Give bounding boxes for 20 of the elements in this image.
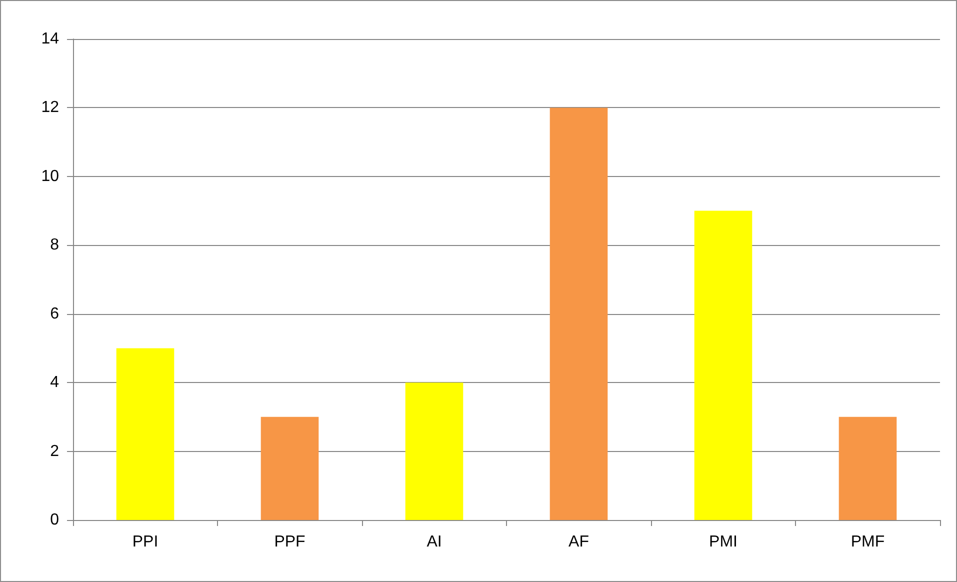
y-tick-label: 8 [50,236,60,254]
y-tick-label: 2 [50,442,60,460]
bar [405,382,464,520]
bar [116,348,174,520]
x-tick-label: PMI [709,534,738,550]
x-tick-label: PPI [132,534,158,550]
x-tick-label: PPF [274,534,306,550]
y-tick-label: 0 [50,512,60,528]
y-tick-label: 10 [41,168,60,185]
bar [838,416,897,520]
y-tick-label: 6 [50,305,60,322]
y-tick-label: 4 [50,374,60,392]
x-tick-label: PMF [850,534,885,550]
x-tick-label: AF [568,534,590,550]
y-tick-label: 14 [41,30,60,48]
bar [694,210,752,520]
bar [550,108,608,520]
x-tick-label: AI [426,534,442,550]
y-tick-label: 12 [41,99,60,116]
bar [260,416,319,520]
